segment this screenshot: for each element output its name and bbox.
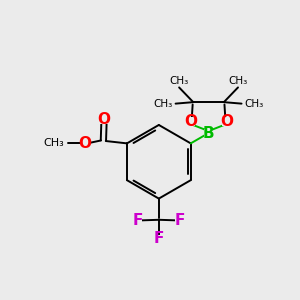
Bar — [154, 235, 164, 243]
Bar — [222, 118, 232, 126]
Text: O: O — [184, 114, 197, 129]
Bar — [186, 118, 195, 126]
Text: CH₃: CH₃ — [228, 76, 248, 86]
Text: O: O — [78, 136, 91, 151]
Text: F: F — [154, 231, 164, 246]
Text: F: F — [132, 213, 143, 228]
Bar — [204, 129, 213, 137]
Bar — [80, 139, 89, 148]
Text: O: O — [98, 112, 110, 127]
Text: B: B — [203, 126, 214, 141]
Text: CH₃: CH₃ — [153, 99, 172, 109]
Text: CH₃: CH₃ — [245, 99, 264, 109]
Text: CH₃: CH₃ — [44, 138, 64, 148]
Bar — [99, 116, 109, 124]
Text: CH₃: CH₃ — [169, 76, 189, 86]
Text: O: O — [220, 114, 233, 129]
Text: F: F — [175, 213, 185, 228]
Bar — [175, 216, 185, 225]
Bar — [133, 216, 142, 225]
